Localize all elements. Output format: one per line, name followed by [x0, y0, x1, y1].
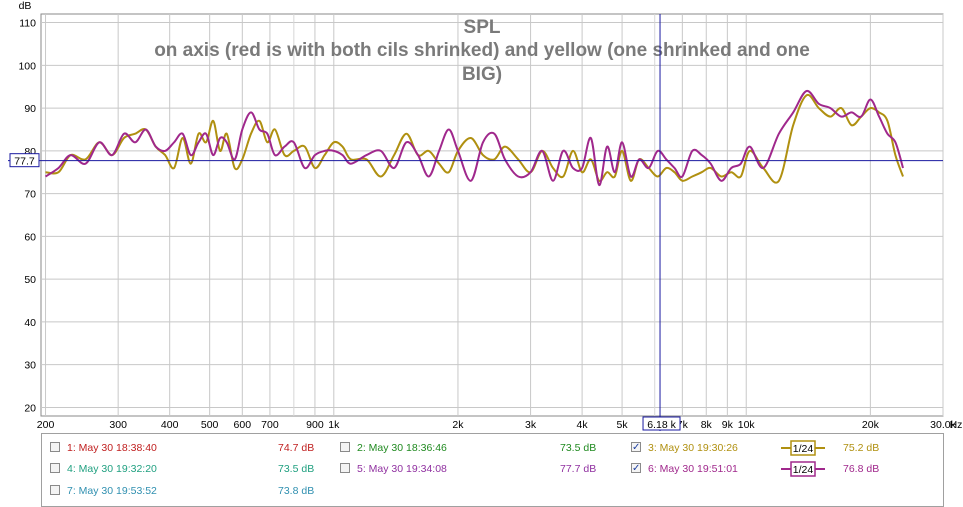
legend-checkbox[interactable]: [50, 485, 60, 495]
x-tick-label: 500: [201, 419, 219, 431]
y-tick-label: 50: [24, 274, 36, 286]
smoothing-indicator[interactable]: 1/24: [781, 440, 825, 456]
y-tick-label: 110: [19, 18, 36, 30]
x-tick-label: 4k: [577, 419, 589, 431]
spl-chart: 20 30 40 50 60 70 80 90 100 110 200 300 400 500 600 70…: [8, 0, 963, 431]
y-tick-label: 80: [24, 146, 36, 158]
legend-panel: 1: May 30 18:38:40 74.7 dB 2: May 30 18:36…: [41, 433, 944, 507]
series-line-yellow: [45, 93, 904, 184]
crosshair-cursor[interactable]: 77.7 6.18 k: [8, 14, 943, 431]
chart-subtitle-line-2: BIG): [462, 64, 502, 85]
legend-label: 1: May 30 18:38:40: [67, 442, 157, 454]
legend-item: 4: May 30 19:32:20 73.5 dB: [50, 461, 340, 477]
x-tick-label: 3k: [525, 419, 537, 431]
svg-text:1/24: 1/24: [793, 464, 814, 476]
plot-area: [40, 13, 944, 417]
x-tick-label: 9k: [722, 419, 734, 431]
legend-value: 74.7 dB: [278, 442, 315, 454]
y-unit-label: dB: [19, 0, 32, 12]
legend-value: 75.2 dB: [843, 442, 880, 454]
y-tick-label: 40: [24, 317, 36, 329]
legend-checkbox[interactable]: [50, 442, 60, 452]
legend-checkbox[interactable]: [50, 463, 60, 473]
x-tick-label: 7k: [677, 419, 689, 431]
x-tick-labels: 200 300 400 500 600 700 900 1k 2k 3k 4k 5k 7k 8k 9k 10k…: [37, 419, 957, 431]
x-tick-label: 200: [37, 419, 55, 431]
legend-value: 73.5 dB: [560, 442, 597, 454]
legend-checkbox[interactable]: ✓: [631, 463, 641, 474]
series-line-purple: [44, 89, 904, 187]
legend-item: ✓ 6: May 30 19:51:01 1/24 76.8 dB: [631, 461, 921, 477]
legend-label: 2: May 30 18:36:46: [357, 442, 447, 454]
y-tick-label: 30: [24, 360, 36, 372]
legend-label: 5: May 30 19:34:08: [357, 463, 447, 475]
legend-item: 2: May 30 18:36:46 73.5 dB: [340, 440, 630, 456]
legend-value: 73.8 dB: [278, 485, 315, 497]
cursor-y-readout-box: [9, 153, 40, 168]
y-tick-label: 20: [24, 402, 36, 414]
legend-item: 1: May 30 18:38:40 74.7 dB: [50, 440, 340, 456]
x-tick-label: 900: [306, 419, 324, 431]
cursor-x-readout: 6.18 k: [647, 419, 676, 431]
data-series: [44, 89, 904, 187]
x-tick-label: 400: [161, 419, 179, 431]
legend-label: 3: May 30 19:30:26: [648, 442, 738, 454]
legend-item: ✓ 3: May 30 19:30:26 1/24 75.2 dB: [631, 440, 921, 456]
legend-item: 5: May 30 19:34:08 77.7 dB: [340, 461, 630, 477]
legend-value: 77.7 dB: [560, 463, 597, 475]
x-tick-label: 5k: [617, 419, 629, 431]
y-tick-label: 100: [18, 60, 36, 72]
cursor-y-readout: 77.7: [14, 156, 35, 168]
legend-label: 4: May 30 19:32:20: [67, 463, 157, 475]
y-tick-label: 90: [24, 103, 36, 115]
x-tick-label: 600: [234, 419, 252, 431]
chart-subtitle-line-1: on axis (red is with both cils shrinked)…: [154, 40, 810, 61]
x-tick-label: 1k: [328, 419, 340, 431]
legend-value: 76.8 dB: [843, 463, 880, 475]
x-tick-label: 700: [261, 419, 279, 431]
x-tick-label: 20k: [862, 419, 880, 431]
x-tick-label: 8k: [701, 419, 713, 431]
legend-value: 73.5 dB: [278, 463, 315, 475]
x-tick-label: 10k: [738, 419, 756, 431]
smoothing-indicator[interactable]: 1/24: [781, 461, 825, 477]
legend-checkbox[interactable]: [340, 463, 350, 473]
x-tick-label: 300: [109, 419, 127, 431]
y-tick-label: 70: [24, 189, 36, 201]
chart-title: SPL: [464, 17, 501, 38]
svg-text:1/24: 1/24: [793, 443, 814, 455]
legend-label: 7: May 30 19:53:52: [67, 485, 157, 497]
legend-item: 7: May 30 19:53:52 73.8 dB: [50, 483, 340, 499]
x-tick-label: 2k: [452, 419, 464, 431]
legend-checkbox[interactable]: ✓: [631, 442, 641, 453]
x-tick-label: 30.0k: [930, 419, 956, 431]
grid-lines: [41, 14, 944, 416]
legend-checkbox[interactable]: [340, 442, 350, 452]
y-tick-label: 60: [24, 231, 36, 243]
cursor-x-readout-box: [642, 416, 681, 431]
x-unit-label: Hz: [950, 419, 963, 431]
legend-label: 6: May 30 19:51:01: [648, 463, 738, 475]
y-tick-labels: 20 30 40 50 60 70 80 90 100 110: [18, 18, 36, 415]
